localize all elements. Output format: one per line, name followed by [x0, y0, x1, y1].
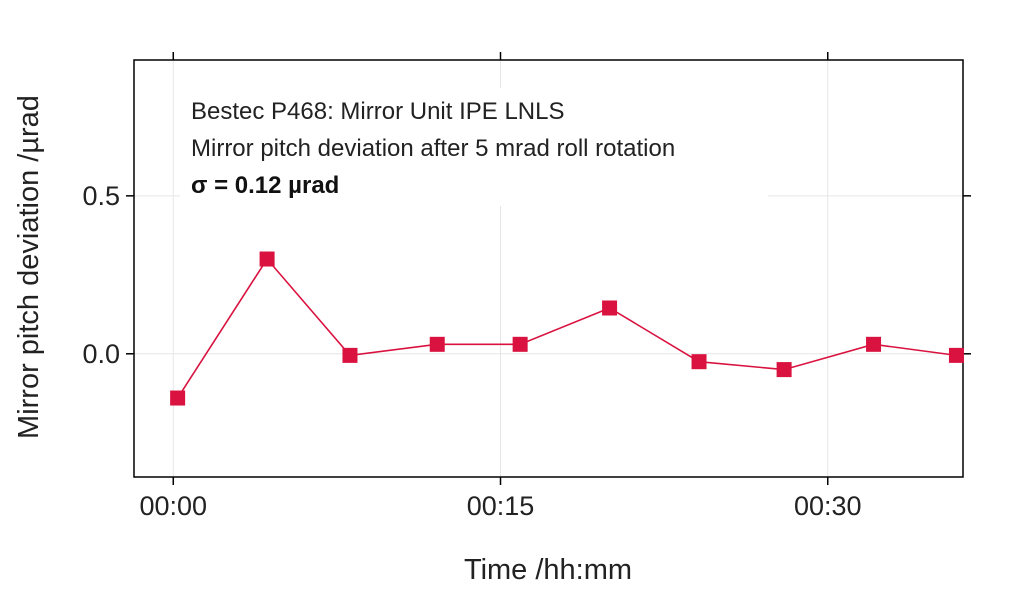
data-point [948, 347, 964, 363]
annotation-line-1: Bestec P468: Mirror Unit IPE LNLS [191, 98, 564, 125]
x-tick-label: 00:30 [794, 491, 862, 521]
data-point [866, 336, 882, 352]
x-tick-label: 00:15 [467, 491, 535, 521]
data-point [691, 354, 707, 370]
plot-frame [133, 59, 964, 478]
annotation-box: Bestec P468: Mirror Unit IPE LNLS Mirror… [180, 88, 768, 206]
data-point [342, 347, 358, 363]
data-point [429, 336, 445, 352]
data-point [776, 362, 792, 378]
annotation-line-2: Mirror pitch deviation after 5 mrad roll… [191, 135, 675, 162]
y-tick-label: 0.0 [82, 339, 120, 369]
data-point [259, 251, 275, 267]
annotation-sigma: σ = 0.12 µrad [191, 172, 339, 199]
series-line [176, 257, 957, 399]
y-axis-title: Mirror pitch deviation /µrad [13, 95, 45, 439]
series-layer [170, 251, 964, 406]
x-axis-title: Time /hh:mm [464, 554, 632, 586]
data-point [602, 300, 618, 316]
axis-ticks: 0.0 0.5 00:00 00:15 00:30 [82, 52, 971, 521]
y-tick-label: 0.5 [82, 181, 120, 211]
x-tick-label: 00:00 [139, 491, 207, 521]
data-point [170, 390, 186, 406]
data-point [512, 336, 528, 352]
